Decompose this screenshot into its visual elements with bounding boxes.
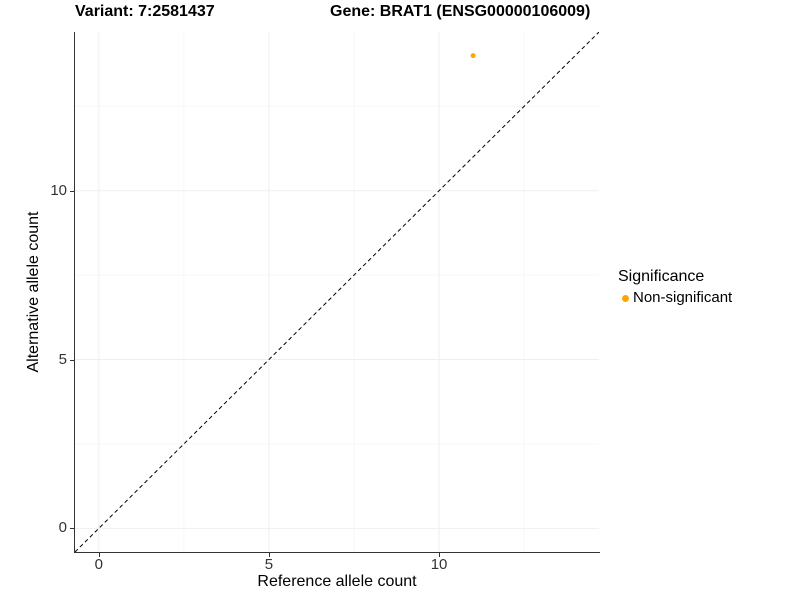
legend-item: Non-significant — [618, 289, 732, 307]
identity-reference-line — [75, 32, 599, 552]
legend-title: Significance — [618, 268, 705, 285]
legend-point-swatch — [622, 294, 629, 302]
legend-items: Non-significant — [618, 289, 732, 307]
x-tick-mark — [98, 553, 100, 557]
y-tick-mark — [70, 359, 74, 361]
plot-panel — [75, 32, 599, 552]
x-tick-label: 0 — [94, 556, 103, 573]
y-tick-label: 5 — [58, 350, 67, 368]
legend: Significance Non-significant — [618, 268, 732, 307]
y-tick-label: 0 — [58, 519, 67, 537]
legend-item-label: Non-significant — [633, 289, 733, 306]
y-tick-label: 10 — [50, 181, 67, 199]
x-tick-label: 10 — [430, 556, 448, 573]
x-tick-label: 5 — [264, 556, 274, 573]
x-tick-mark — [268, 553, 270, 557]
data-point — [470, 53, 476, 59]
plot-title-variant: Variant: 7:2581437 — [75, 3, 215, 20]
y-axis-line — [74, 32, 75, 553]
y-tick-mark — [70, 528, 74, 530]
plot-svg — [75, 32, 599, 552]
y-tick-mark — [70, 190, 74, 192]
x-axis-line — [74, 552, 600, 553]
plot-title-gene: Gene: BRAT1 (ENSG00000106009) — [330, 3, 591, 20]
x-axis-title: Reference allele count — [257, 573, 417, 590]
y-axis-title: Alternative allele count — [25, 211, 42, 373]
x-tick-mark — [439, 553, 441, 557]
